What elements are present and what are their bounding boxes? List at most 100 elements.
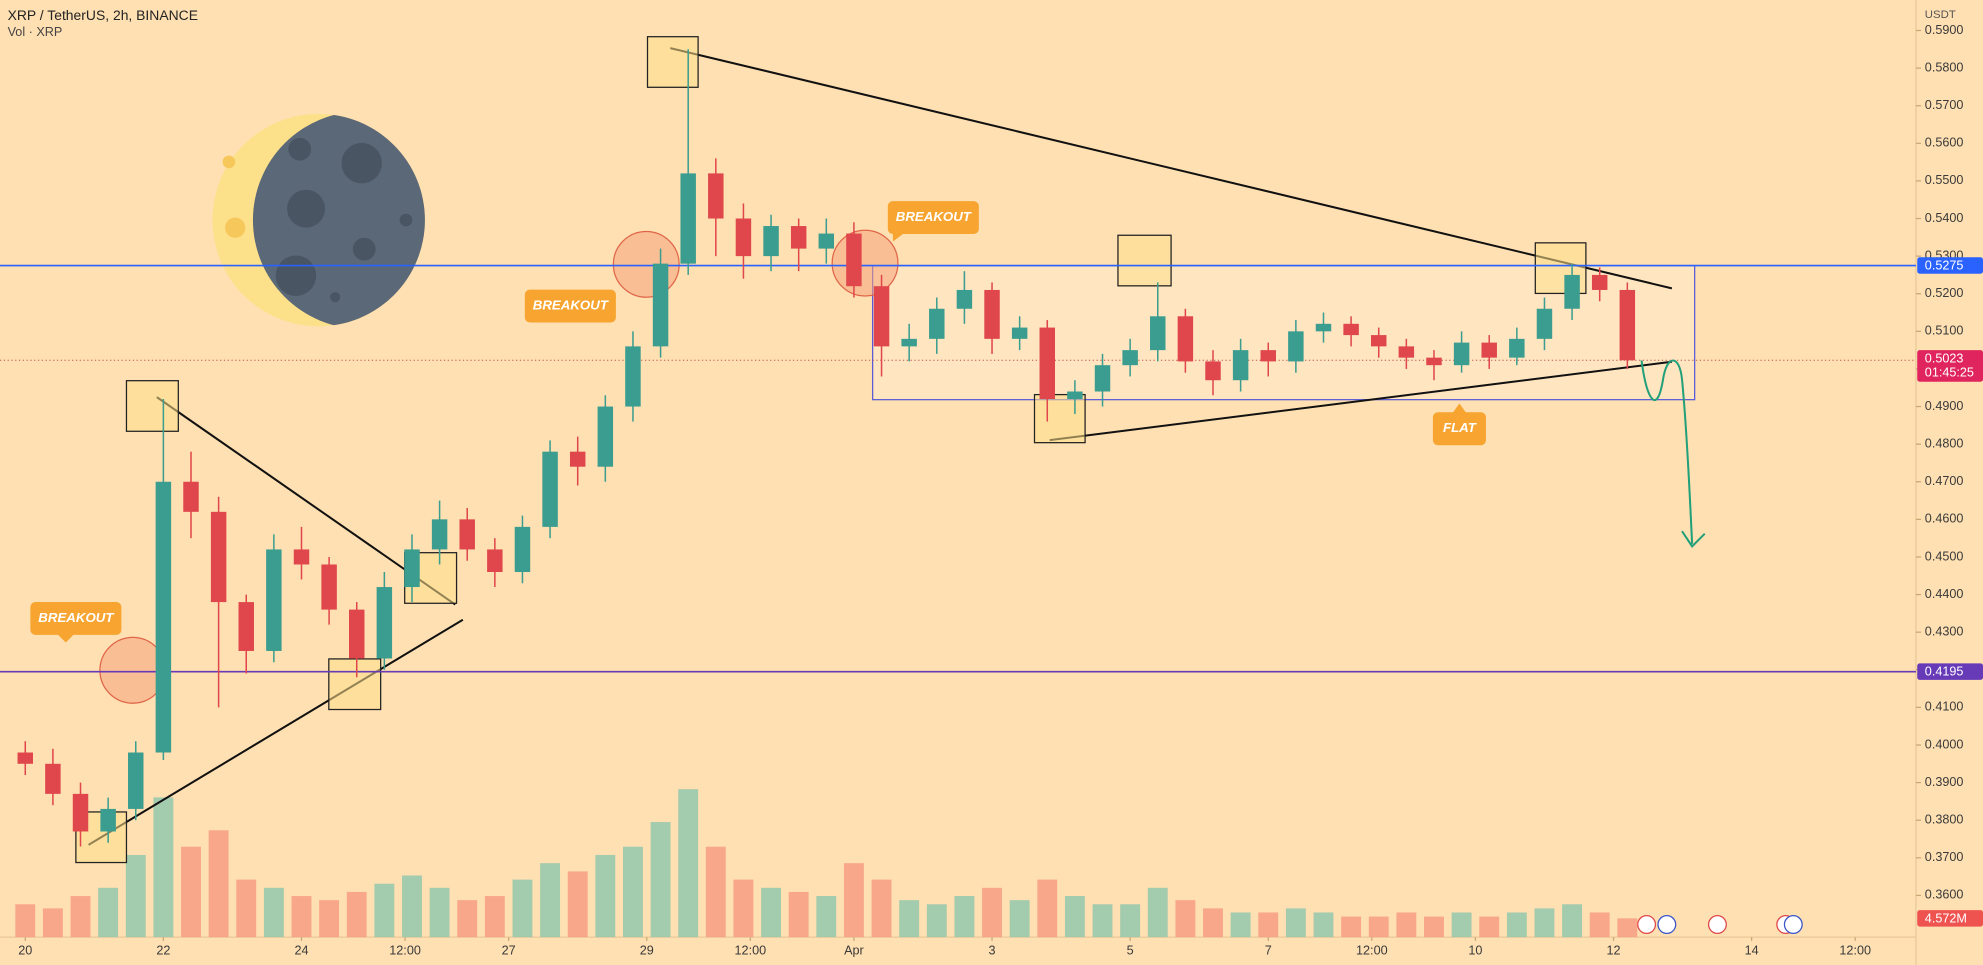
candle-body: [569, 451, 586, 467]
x-tick-label: 12:00: [1839, 943, 1871, 957]
levels-layer: [0, 264, 1916, 673]
pivot-box: [125, 380, 179, 432]
last-volume-label: 4.572M: [1925, 911, 1967, 925]
x-tick-label: 7: [1265, 943, 1272, 957]
volume-bar: [1617, 918, 1638, 938]
candle-body: [1481, 342, 1497, 358]
annotation-text: BREAKOUT: [896, 209, 973, 224]
y-tick-label: 0.4100: [1925, 700, 1964, 714]
volume-bar: [70, 896, 91, 938]
volume-bar: [42, 908, 63, 938]
x-tick-label: 3: [989, 943, 996, 957]
level-label: 0.4195: [1925, 665, 1964, 679]
volume-bar: [1092, 904, 1113, 938]
candle-body: [1426, 357, 1442, 366]
candle-body: [873, 286, 890, 347]
candle-body: [431, 519, 448, 550]
candle-body: [1564, 274, 1580, 309]
candle-body: [763, 226, 779, 257]
candle-body: [984, 289, 1000, 339]
candle-body: [100, 808, 116, 832]
candle-body: [1509, 338, 1525, 358]
level-label-bg: [1917, 663, 1983, 680]
candle-body: [625, 346, 641, 407]
volume-bar: [761, 887, 782, 938]
y-tick-label: 0.4300: [1925, 625, 1964, 639]
volume-bar: [429, 887, 450, 938]
candle-body: [404, 549, 420, 588]
candle-body: [487, 549, 503, 573]
volume-bar: [1009, 900, 1030, 938]
candle-body: [1536, 308, 1553, 339]
y-tick-label: 0.4500: [1925, 549, 1964, 563]
candle-body: [1177, 316, 1194, 362]
candle-body: [1150, 316, 1166, 351]
y-tick-label: 0.4700: [1925, 474, 1964, 488]
volume-legend: Vol · XRP: [8, 25, 63, 39]
x-tick-label: 12:00: [1356, 943, 1388, 957]
volume-bar: [954, 896, 975, 938]
volume-bar: [926, 904, 947, 938]
volume-bar: [1285, 908, 1306, 938]
candle-body: [542, 451, 558, 527]
volume-bar: [733, 879, 754, 938]
volume-bar: [153, 797, 174, 938]
volume-bar: [1341, 916, 1362, 938]
y-tick-label: 0.4600: [1925, 512, 1964, 526]
volume-bar: [1147, 887, 1168, 938]
volume-bar: [623, 846, 643, 938]
y-tick-label: 0.5700: [1925, 98, 1964, 112]
candle-body: [1205, 361, 1221, 381]
x-tick-label: 14: [1745, 943, 1759, 957]
y-tick-label: 0.3700: [1925, 850, 1964, 864]
candle-body: [514, 526, 531, 573]
candle-body: [680, 173, 696, 264]
pivot-box: [1117, 234, 1172, 287]
volume-bar: [843, 863, 864, 938]
candle-body: [1094, 365, 1111, 392]
y-tick-label: 0.5400: [1925, 211, 1964, 225]
trend-line: [88, 618, 464, 846]
volume-bar: [1203, 908, 1223, 938]
candle-body: [238, 602, 254, 651]
volume-bar: [1534, 908, 1555, 938]
annotation: FLAT: [1432, 403, 1486, 446]
candle-body: [210, 511, 227, 603]
candle-body: [1370, 335, 1387, 347]
candle-body: [45, 763, 61, 794]
candle-body: [72, 793, 89, 832]
candle-body: [183, 481, 199, 512]
candle-body: [1315, 323, 1332, 332]
volume-bar: [457, 900, 478, 938]
candle-body: [17, 752, 34, 764]
volume-bar: [1562, 904, 1583, 938]
candle-body: [652, 263, 669, 347]
candle-body: [348, 609, 365, 659]
y-tick-label: 0.5500: [1925, 173, 1964, 187]
volume-bar: [982, 887, 1002, 938]
y-tick-label: 0.4800: [1925, 436, 1964, 450]
annotation: BREAKOUT: [524, 289, 616, 323]
x-tick-label: 5: [1127, 943, 1134, 957]
x-tick-label: 20: [18, 943, 32, 957]
event-icon: [1637, 915, 1657, 934]
candle-body: [1260, 350, 1276, 362]
volume-bar: [1037, 879, 1058, 938]
x-tick-label: 29: [640, 943, 654, 957]
trend-lines: [88, 47, 1673, 846]
x-tick-label: 24: [294, 943, 308, 957]
y-tick-label: 0.4900: [1925, 399, 1964, 413]
x-tick-label: 27: [502, 943, 516, 957]
candle-body: [128, 752, 144, 809]
pivot-box: [1033, 393, 1086, 444]
volume-bar: [1120, 904, 1141, 938]
candle-body: [266, 549, 282, 651]
x-tick-label: 10: [1468, 943, 1482, 957]
volume-bar: [125, 854, 146, 938]
volume-bar: [899, 900, 920, 938]
volume-bar: [1396, 912, 1417, 938]
volume-layer: [15, 789, 1638, 938]
axis-unit: USDT: [1925, 9, 1956, 21]
candle-body: [155, 481, 172, 753]
